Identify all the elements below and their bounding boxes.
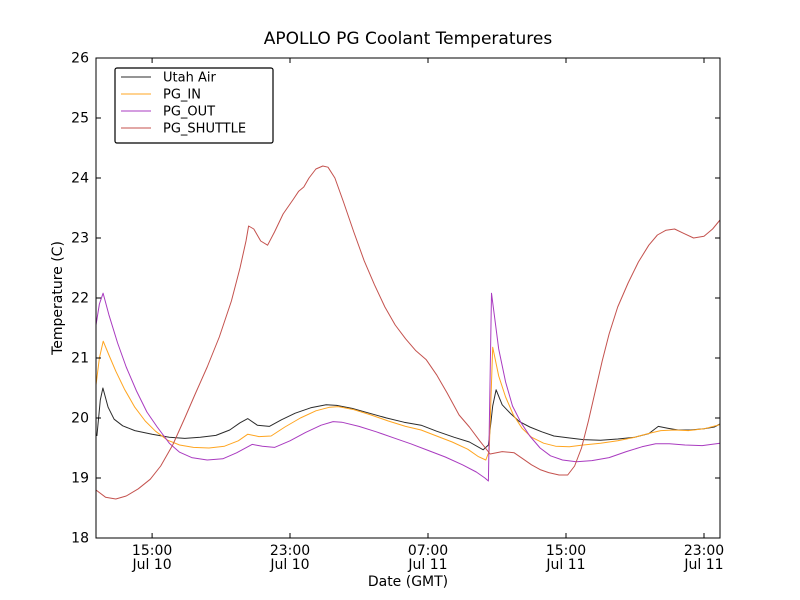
legend-label-pg-out: PG_OUT	[163, 105, 215, 120]
y-tick-label: 22	[71, 291, 89, 307]
y-tick-label: 21	[71, 351, 89, 367]
x-tick-label-time: 23:00	[270, 543, 310, 559]
axis-ticks	[96, 57, 720, 539]
x-tick-label-time: 07:00	[408, 543, 448, 559]
x-tick-label-date: Jul 10	[269, 557, 309, 573]
x-tick-label-time: 15:00	[132, 543, 172, 559]
legend-label-pg-in: PG_IN	[163, 88, 201, 103]
legend-label-utah-air: Utah Air	[163, 71, 216, 86]
y-tick-label: 26	[71, 51, 89, 67]
series-line-utah-air	[96, 387, 721, 451]
y-tick-label: 24	[71, 171, 89, 187]
legend-box	[114, 67, 274, 144]
x-tick-label-date: Jul 11	[683, 557, 723, 573]
x-axis-label: Date (GMT)	[368, 574, 448, 590]
y-tick-label: 19	[71, 471, 89, 487]
x-tick-label-date: Jul 10	[132, 557, 172, 573]
y-tick-label: 18	[71, 531, 89, 547]
y-axis-label: Temperature (C)	[50, 241, 66, 356]
chart-title: APOLLO PG Coolant Temperatures	[264, 29, 553, 49]
x-tick-label-time: 23:00	[684, 543, 724, 559]
x-tick-label-date: Jul 11	[545, 557, 585, 573]
legend-label-pg-shuttle: PG_SHUTTLE	[163, 122, 246, 137]
x-tick-label-time: 15:00	[546, 543, 586, 559]
series-line-pg-in	[95, 340, 721, 461]
y-tick-label: 23	[71, 231, 89, 247]
x-tick-label-date: Jul 11	[407, 557, 447, 573]
series-lines	[95, 165, 721, 500]
series-line-pg-shuttle	[95, 165, 721, 500]
y-tick-label: 25	[71, 111, 89, 127]
legend: Utah Air PG_IN PG_OUT PG_SHUTTLE	[114, 67, 274, 144]
series-line-pg-out	[95, 292, 721, 482]
y-tick-label: 20	[71, 411, 89, 427]
